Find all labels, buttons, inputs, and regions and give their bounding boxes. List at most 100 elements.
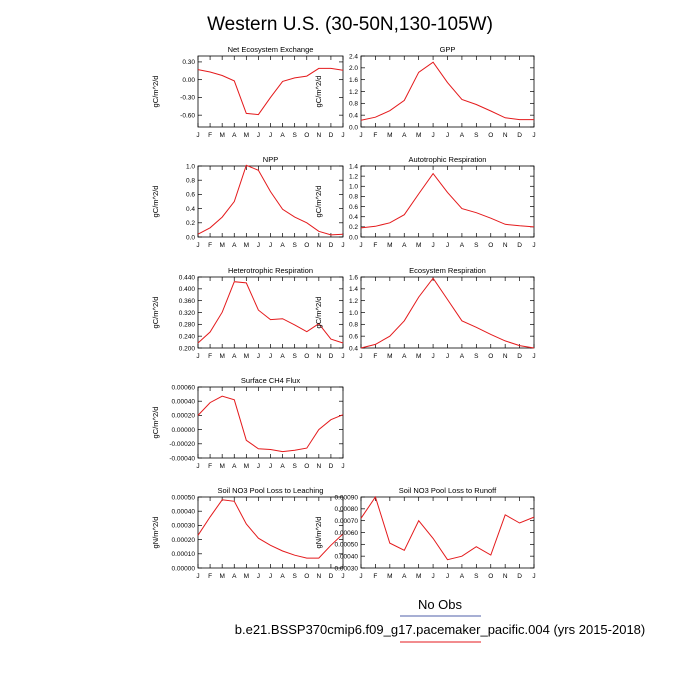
chart-5-xtick-label-0: J <box>359 353 362 360</box>
chart-7-xtick-label-2: M <box>219 573 224 580</box>
chart-7-xtick-label-11: D <box>329 573 334 580</box>
chart-2-series-0-line <box>197 164 344 236</box>
chart-1-ytick-label-1: 0.4 <box>349 112 358 119</box>
chart-7-ytick-label-0: 0.00000 <box>172 565 196 572</box>
chart-7-xtick-label-4: M <box>244 573 249 580</box>
chart-8-ytick-label-3: 0.00060 <box>335 530 359 537</box>
chart-7-xtick-label-9: O <box>304 573 309 580</box>
chart-3-xtick-label-0: J <box>359 242 362 249</box>
chart-4-xtick-label-10: N <box>316 353 321 360</box>
chart-4-xtick-label-9: O <box>304 353 309 360</box>
chart-8-xtick-label-6: J <box>446 573 449 580</box>
case-label: b.e21.BSSP370cmip6.f09_g17.pacemaker_pac… <box>235 622 645 637</box>
chart-0-title: Net Ecosystem Exchange <box>228 45 314 54</box>
chart-4-xtick-label-12: J <box>341 353 344 360</box>
chart-3-xtick-label-11: D <box>517 242 522 249</box>
legend-label: No Obs <box>418 597 463 612</box>
chart-6-title: Surface CH4 Flux <box>241 376 300 385</box>
chart-4-ytick-label-3: 0.320 <box>179 310 196 317</box>
chart-3-panel: Autotrophic Respiration gC/m^2/d 0.0 0.2 0.4… <box>314 155 536 249</box>
chart-4-title: Heterotrophic Respiration <box>228 266 313 275</box>
chart-0-series-0-line <box>197 67 344 116</box>
chart-2-xtick-label-8: S <box>292 242 297 249</box>
chart-4-ytick-label-1: 0.240 <box>179 333 196 340</box>
chart-0-panel: Net Ecosystem Exchange gC/m^2/d -0.60 -0.30… <box>151 45 345 139</box>
chart-0-ytick-label-2: 0.00 <box>182 77 195 84</box>
chart-1-xtick-label-11: D <box>517 132 522 139</box>
chart-5-xtick-label-11: D <box>517 353 522 360</box>
chart-8-panel: Soil NO3 Pool Loss to Runoff gN/m^2/d 0.00… <box>314 486 536 580</box>
chart-4-xtick-label-3: A <box>232 353 237 360</box>
chart-0-xtick-label-0: J <box>196 132 199 139</box>
chart-7-xtick-label-5: J <box>257 573 260 580</box>
chart-6-xtick-label-4: M <box>244 463 249 470</box>
chart-5-ytick-label-2: 0.8 <box>349 322 358 329</box>
chart-2-ytick-label-0: 0.0 <box>186 234 195 241</box>
chart-3-xtick-label-8: S <box>474 242 479 249</box>
chart-1-ytick-label-4: 1.6 <box>349 77 358 84</box>
chart-8-xtick-label-3: A <box>402 573 407 580</box>
chart-3-ytick-label-5: 1.0 <box>349 184 358 191</box>
chart-7-xtick-label-12: J <box>341 573 344 580</box>
chart-3-ytick-label-3: 0.6 <box>349 204 358 211</box>
chart-7-xtick-label-10: N <box>316 573 321 580</box>
chart-3-ytick-label-4: 0.8 <box>349 194 358 201</box>
chart-7-ytick-label-5: 0.00050 <box>172 494 196 501</box>
chart-4-xtick-label-5: J <box>257 353 260 360</box>
chart-2-title: NPP <box>263 155 278 164</box>
chart-8-xtick-label-4: M <box>416 573 421 580</box>
chart-0-xtick-label-11: D <box>329 132 334 139</box>
chart-5-ytick-label-0: 0.4 <box>349 345 358 352</box>
chart-3-ytick-label-0: 0.0 <box>349 234 358 241</box>
chart-6-ytick-label-5: 0.00060 <box>172 384 196 391</box>
chart-7-ytick-label-3: 0.00030 <box>172 523 196 530</box>
chart-3-frame <box>360 165 535 238</box>
chart-5-xtick-label-12: J <box>532 353 535 360</box>
chart-0-xtick-label-9: O <box>304 132 309 139</box>
chart-4-ylabel: gC/m^2/d <box>151 297 160 329</box>
chart-5-title: Ecosystem Respiration <box>409 266 486 275</box>
chart-4-series-0-line <box>197 281 344 344</box>
chart-4-xtick-label-1: F <box>208 353 212 360</box>
chart-3-xtick-label-6: J <box>446 242 449 249</box>
chart-2-xtick-label-9: O <box>304 242 309 249</box>
chart-7-xtick-label-6: J <box>269 573 272 580</box>
chart-7-ylabel: gN/m^2/d <box>151 517 160 549</box>
chart-2-xtick-label-7: A <box>280 242 285 249</box>
chart-6-xtick-label-1: F <box>208 463 212 470</box>
chart-2-xtick-label-11: D <box>329 242 334 249</box>
chart-0-xtick-label-6: J <box>269 132 272 139</box>
chart-4-xtick-label-0: J <box>196 353 199 360</box>
chart-3-ytick-label-7: 1.4 <box>349 163 358 170</box>
chart-1-xtick-label-8: S <box>474 132 479 139</box>
panels: Net Ecosystem Exchange gC/m^2/d -0.60 -0.30… <box>151 45 536 580</box>
figure-title: Western U.S. (30-50N,130-105W) <box>207 14 493 35</box>
chart-2-xtick-label-2: M <box>219 242 224 249</box>
chart-7-title: Soil NO3 Pool Loss to Leaching <box>218 486 324 495</box>
chart-5-xtick-label-6: J <box>446 353 449 360</box>
chart-6-series-0-line <box>197 395 344 453</box>
chart-7-xtick-label-8: S <box>292 573 297 580</box>
chart-8-xtick-label-1: F <box>373 573 377 580</box>
chart-2-xtick-label-6: J <box>269 242 272 249</box>
chart-3-title: Autotrophic Respiration <box>409 155 487 164</box>
chart-1-frame <box>360 55 535 128</box>
chart-8-title: Soil NO3 Pool Loss to Runoff <box>399 486 497 495</box>
chart-7-xtick-label-0: J <box>196 573 199 580</box>
chart-3-xtick-label-7: A <box>460 242 465 249</box>
chart-8-ylabel: gN/m^2/d <box>314 517 323 549</box>
chart-6-xtick-label-10: N <box>316 463 321 470</box>
chart-3-series-0-line <box>360 172 535 229</box>
chart-5-ytick-label-5: 1.4 <box>349 286 358 293</box>
chart-2-ytick-label-4: 0.8 <box>186 178 195 185</box>
chart-6-ylabel: gC/m^2/d <box>151 407 160 439</box>
chart-8-series-0-line <box>360 495 535 561</box>
chart-6-xtick-label-9: O <box>304 463 309 470</box>
chart-1-xtick-label-4: M <box>416 132 421 139</box>
chart-6-xtick-label-0: J <box>196 463 199 470</box>
chart-7-series-0-line <box>197 499 344 559</box>
chart-5-xtick-label-8: S <box>474 353 479 360</box>
chart-3-ytick-label-6: 1.2 <box>349 173 358 180</box>
chart-5-ytick-label-3: 1.0 <box>349 310 358 317</box>
